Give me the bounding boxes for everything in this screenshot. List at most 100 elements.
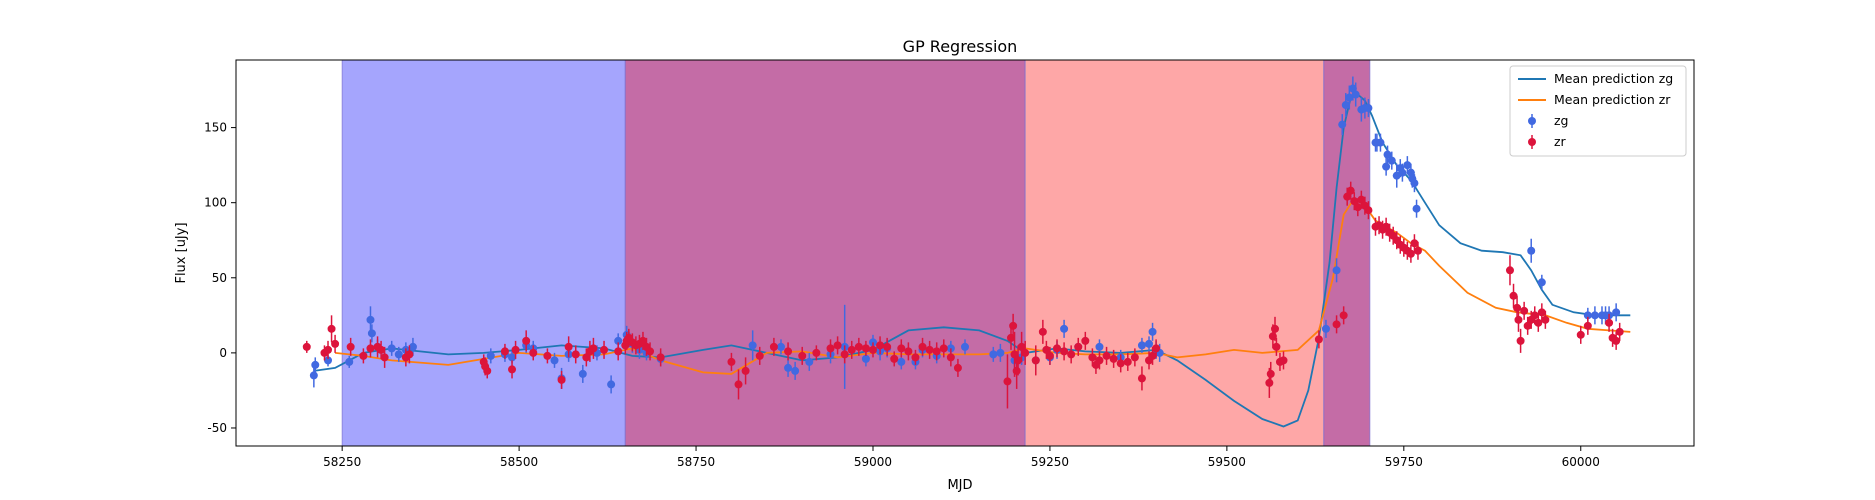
data-point bbox=[607, 380, 616, 389]
data-point bbox=[918, 342, 927, 351]
data-point bbox=[1343, 192, 1352, 201]
data-point bbox=[1605, 318, 1614, 327]
data-point bbox=[939, 344, 948, 353]
x-tick-label: 59750 bbox=[1385, 455, 1423, 469]
data-point bbox=[1060, 324, 1069, 333]
data-point bbox=[614, 336, 623, 345]
data-point bbox=[1509, 291, 1518, 300]
data-point bbox=[1364, 206, 1373, 215]
data-point bbox=[578, 369, 587, 378]
data-point bbox=[589, 344, 598, 353]
data-point bbox=[324, 345, 333, 354]
data-point bbox=[638, 336, 647, 345]
data-point bbox=[946, 353, 955, 362]
legend-label: Mean prediction zg bbox=[1554, 71, 1673, 86]
data-point bbox=[1505, 266, 1514, 275]
legend-label: zr bbox=[1554, 134, 1567, 149]
data-point bbox=[996, 348, 1005, 357]
data-point bbox=[1271, 324, 1280, 333]
x-tick-label: 59250 bbox=[1031, 455, 1069, 469]
data-point bbox=[776, 342, 785, 351]
data-point bbox=[309, 371, 318, 380]
data-point bbox=[1513, 303, 1522, 312]
data-point bbox=[394, 350, 403, 359]
data-point bbox=[1516, 336, 1525, 345]
data-point bbox=[1534, 318, 1543, 327]
data-point bbox=[1081, 336, 1090, 345]
data-point bbox=[1403, 161, 1412, 170]
data-point bbox=[1364, 104, 1373, 113]
legend: Mean prediction zg Mean prediction zr zg zr bbox=[1509, 65, 1687, 157]
data-point bbox=[1530, 311, 1539, 320]
chart-title: GP Regression bbox=[903, 37, 1018, 56]
data-point bbox=[508, 353, 517, 362]
x-tick-label: 59000 bbox=[854, 455, 892, 469]
data-point bbox=[1527, 246, 1536, 255]
data-point bbox=[346, 342, 355, 351]
data-point bbox=[1339, 311, 1348, 320]
data-point bbox=[868, 345, 877, 354]
data-point bbox=[755, 351, 764, 360]
data-point bbox=[1382, 162, 1391, 171]
data-point bbox=[522, 336, 531, 345]
data-point bbox=[543, 351, 552, 360]
data-point bbox=[861, 344, 870, 353]
x-tick-label: 58250 bbox=[323, 455, 361, 469]
data-point bbox=[1376, 138, 1385, 147]
data-point bbox=[1520, 306, 1529, 315]
data-point bbox=[840, 350, 849, 359]
data-point bbox=[812, 348, 821, 357]
data-point bbox=[408, 342, 417, 351]
data-point bbox=[784, 363, 793, 372]
data-point bbox=[600, 345, 609, 354]
data-point bbox=[1410, 239, 1419, 248]
data-point bbox=[327, 324, 336, 333]
data-point bbox=[1116, 359, 1125, 368]
data-point bbox=[405, 350, 414, 359]
data-point bbox=[741, 366, 750, 375]
data-point bbox=[932, 347, 941, 356]
shaded-region-4 bbox=[1323, 60, 1370, 446]
data-point bbox=[1346, 186, 1355, 195]
data-point bbox=[1272, 342, 1281, 351]
legend-swatch bbox=[1528, 138, 1536, 146]
shaded-region-3 bbox=[1025, 60, 1324, 446]
data-point bbox=[911, 353, 920, 362]
data-point bbox=[1123, 357, 1132, 366]
data-point bbox=[769, 342, 778, 351]
data-point bbox=[1152, 344, 1161, 353]
data-point bbox=[550, 356, 559, 365]
data-point bbox=[1341, 101, 1350, 110]
series-points-zr bbox=[302, 181, 1624, 409]
data-point bbox=[1537, 278, 1546, 287]
data-point bbox=[1351, 90, 1360, 99]
data-point bbox=[1583, 311, 1592, 320]
series-line-zg bbox=[313, 93, 1631, 428]
data-point bbox=[1102, 351, 1111, 360]
data-point bbox=[1012, 366, 1021, 375]
data-point bbox=[1321, 324, 1330, 333]
data-point bbox=[748, 341, 757, 350]
data-point bbox=[890, 354, 899, 363]
data-point bbox=[1014, 356, 1023, 365]
data-point bbox=[876, 341, 885, 350]
x-tick-label: 60000 bbox=[1562, 455, 1600, 469]
data-point bbox=[1060, 347, 1069, 356]
data-point bbox=[1583, 321, 1592, 330]
x-tick-label: 58750 bbox=[677, 455, 715, 469]
data-point bbox=[883, 342, 892, 351]
legend-label: Mean prediction zr bbox=[1554, 92, 1671, 107]
data-point bbox=[1350, 197, 1359, 206]
legend-box bbox=[1509, 65, 1687, 157]
data-point bbox=[511, 345, 520, 354]
y-tick-label: 150 bbox=[204, 121, 227, 135]
data-point bbox=[1332, 320, 1341, 329]
data-point bbox=[366, 344, 375, 353]
data-point bbox=[557, 375, 566, 384]
shaded-region-2 bbox=[625, 60, 1026, 446]
data-point bbox=[897, 357, 906, 366]
data-point bbox=[1053, 344, 1062, 353]
data-point bbox=[1017, 342, 1026, 351]
data-point bbox=[1353, 203, 1362, 212]
